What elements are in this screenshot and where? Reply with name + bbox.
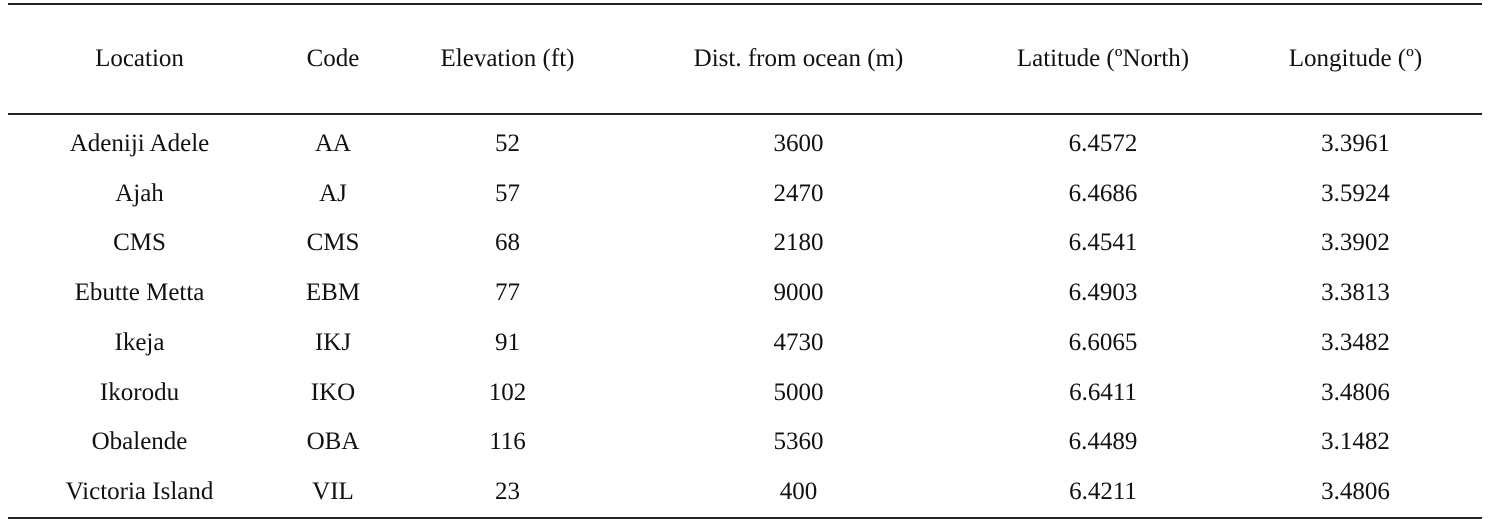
- cell-longitude: 3.3482: [1321, 328, 1390, 356]
- cell-location: Ikorodu: [99, 378, 180, 406]
- cell-longitude: 3.5924: [1321, 179, 1390, 207]
- header-location: Location: [95, 45, 184, 72]
- table-row: Ikeja IKJ 91 4730 6.6065 3.3482: [8, 318, 1482, 368]
- cell-longitude: 3.3902: [1321, 229, 1390, 257]
- cell-longitude: 3.3813: [1321, 279, 1390, 307]
- cell-location: Victoria Island: [65, 478, 214, 506]
- cell-elevation: 102: [488, 378, 527, 406]
- cell-distance: 400: [779, 478, 818, 506]
- cell-latitude: 6.4686: [1068, 179, 1138, 207]
- cell-location: Ikeja: [114, 328, 165, 356]
- cell-code: IKO: [310, 378, 356, 406]
- cell-location: CMS: [113, 229, 166, 257]
- cell-distance: 5000: [773, 378, 824, 406]
- cell-elevation: 23: [495, 478, 520, 506]
- cell-elevation: 57: [495, 179, 520, 207]
- cell-elevation: 68: [495, 229, 520, 257]
- cell-longitude: 3.3961: [1321, 129, 1390, 157]
- table-row: Ikorodu IKO 102 5000 6.6411 3.4806: [8, 368, 1482, 418]
- data-table-container: Location Code Elevation (ft) Dist. from …: [8, 3, 1482, 519]
- cell-code: IKJ: [314, 328, 352, 356]
- cell-distance: 3600: [773, 129, 824, 157]
- cell-distance: 2180: [773, 229, 824, 257]
- cell-distance: 5360: [773, 428, 824, 456]
- cell-code: CMS: [306, 229, 360, 257]
- cell-distance: 4730: [773, 328, 824, 356]
- cell-latitude: 6.4211: [1069, 478, 1137, 506]
- table-row: CMS CMS 68 2180 6.4541 3.3902: [8, 219, 1482, 269]
- cell-latitude: 6.4572: [1068, 129, 1138, 157]
- cell-latitude: 6.4541: [1068, 229, 1138, 257]
- table-row: Ajah AJ 57 2470 6.4686 3.5924: [8, 169, 1482, 219]
- cell-location: Adeniji Adele: [69, 129, 210, 157]
- cell-location: Obalende: [91, 428, 188, 456]
- cell-longitude: 3.1482: [1321, 428, 1390, 456]
- table-row: Ebutte Metta EBM 77 9000 6.4903 3.3813: [8, 268, 1482, 318]
- table-row: Obalende OBA 116 5360 6.4489 3.1482: [8, 418, 1482, 468]
- cell-code: OBA: [306, 428, 360, 456]
- cell-code: AA: [314, 129, 352, 157]
- table-header: Location Code Elevation (ft) Dist. from …: [8, 4, 1482, 114]
- cell-latitude: 6.4489: [1068, 428, 1138, 456]
- cell-longitude: 3.4806: [1321, 378, 1390, 406]
- cell-elevation: 91: [495, 328, 520, 356]
- cell-latitude: 6.4903: [1068, 279, 1138, 307]
- cell-elevation: 116: [489, 428, 526, 456]
- table-row: Adeniji Adele AA 52 3600 6.4572 3.3961: [8, 114, 1482, 169]
- cell-elevation: 52: [495, 129, 520, 157]
- header-row: Location Code Elevation (ft) Dist. from …: [8, 4, 1482, 114]
- cell-code: AJ: [319, 179, 347, 207]
- location-table: Location Code Elevation (ft) Dist. from …: [8, 3, 1482, 519]
- header-latitude: Latitude (ºNorth): [1016, 45, 1190, 72]
- cell-longitude: 3.4806: [1321, 478, 1390, 506]
- cell-location: Ebutte Metta: [74, 279, 205, 307]
- header-code: Code: [306, 45, 360, 72]
- cell-latitude: 6.6065: [1068, 328, 1138, 356]
- cell-latitude: 6.6411: [1069, 378, 1137, 406]
- table-row: Victoria Island VIL 23 400 6.4211 3.4806: [8, 467, 1482, 518]
- header-longitude: Longitude (º): [1288, 45, 1423, 72]
- table-body: Adeniji Adele AA 52 3600 6.4572 3.3961 A…: [8, 114, 1482, 518]
- cell-distance: 2470: [773, 179, 824, 207]
- cell-code: EBM: [305, 279, 361, 307]
- cell-code: VIL: [312, 478, 354, 506]
- cell-location: Ajah: [115, 179, 164, 207]
- header-distance: Dist. from ocean (m): [693, 45, 904, 72]
- cell-elevation: 77: [495, 279, 520, 307]
- header-elevation: Elevation (ft): [440, 45, 575, 72]
- cell-distance: 9000: [773, 279, 824, 307]
